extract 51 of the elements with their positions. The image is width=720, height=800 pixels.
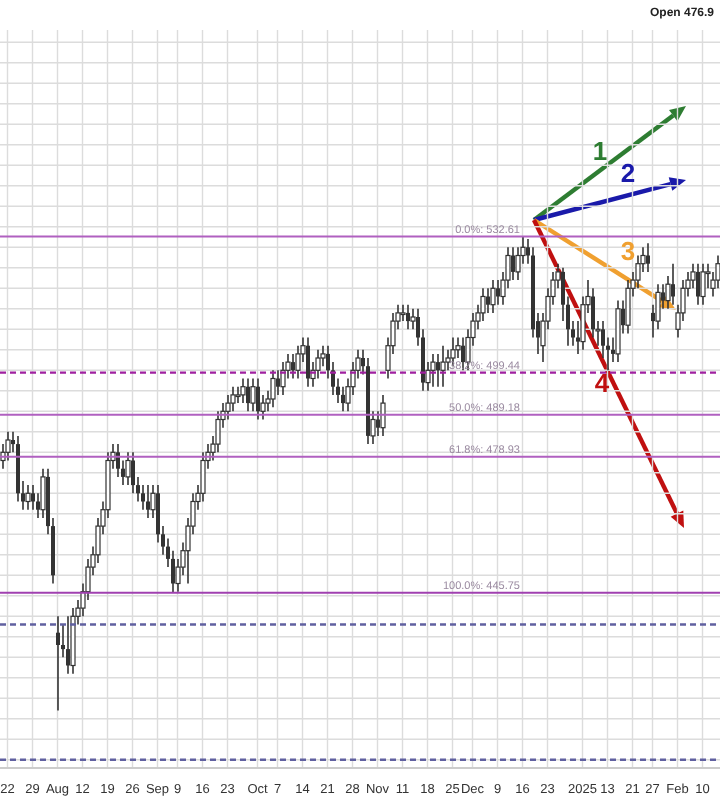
candlestick [511,246,515,281]
candlestick [591,287,595,339]
candlestick [486,287,490,314]
candlestick [280,361,286,396]
candlestick [440,344,446,388]
candlestick [225,394,231,421]
candlestick [66,615,70,675]
candlestick [696,262,700,306]
candlestick [200,451,206,503]
candlestick [240,377,246,404]
candlestick [615,299,621,363]
candlestick [131,451,135,495]
candlestick [291,353,295,380]
candlestick [270,369,276,408]
candlestick [31,484,35,511]
candlestick [246,377,250,413]
candlestick [380,394,386,437]
candlestick [141,484,145,511]
candlestick [671,262,675,306]
candlestick [341,385,345,413]
candlestick [400,303,406,322]
candlestick [515,246,521,281]
annotation: 1 [592,136,608,166]
candlestick [235,385,241,404]
candlestick [315,349,321,380]
candlestick [215,410,221,454]
annotation: 3 [620,236,636,266]
candlestick [256,377,260,421]
candlestick [655,283,661,331]
candlestick [306,336,310,388]
candlestick [430,353,436,388]
candlestick [250,377,256,413]
candlestick [635,254,641,290]
candlestick [700,262,706,306]
candlestick [25,484,31,511]
candlestick [295,344,301,380]
candlestick [646,242,650,273]
candlestick [480,287,486,322]
annotation: 4 [594,368,611,398]
annotation: 2 [620,158,636,188]
candlestick [116,443,120,478]
candlestick [490,279,496,314]
candlestick [5,431,11,462]
candlestick [56,615,60,712]
candlestick [406,303,410,331]
candlestick [125,451,131,486]
candlestick [496,279,500,306]
candlestick [436,353,440,388]
candlestick [230,385,236,413]
candlestick [146,484,150,519]
candlestick [625,279,631,335]
